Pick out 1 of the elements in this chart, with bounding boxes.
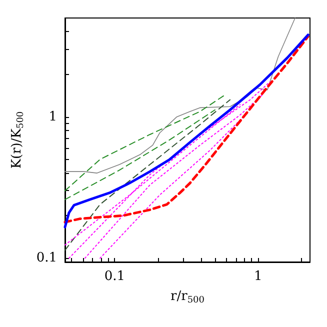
y-axis-title: K(r)/K500 (9, 111, 26, 169)
